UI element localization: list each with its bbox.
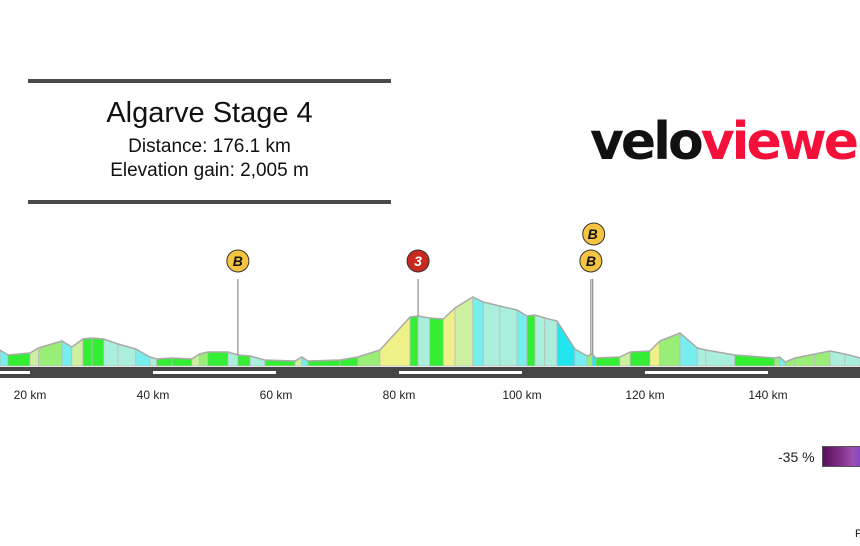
profile-segment bbox=[574, 348, 588, 367]
title-bottom-rule bbox=[28, 200, 391, 204]
gradient-legend-bar bbox=[822, 446, 860, 467]
bonus-sprint-badge bbox=[226, 249, 250, 273]
x-tick-label: 140 km bbox=[748, 388, 787, 402]
profile-segment bbox=[544, 317, 558, 367]
corner-text: P bbox=[855, 528, 860, 540]
logo-part-velo: velo bbox=[590, 112, 704, 172]
distance-axis-stripe bbox=[153, 371, 276, 374]
bonus-sprint-badge bbox=[579, 249, 603, 273]
x-tick-label: 60 km bbox=[260, 388, 293, 402]
marker-label: B bbox=[233, 253, 243, 269]
profile-segment bbox=[409, 315, 419, 367]
profile-segment bbox=[379, 315, 411, 367]
profile-segment bbox=[649, 340, 661, 367]
profile-segment bbox=[237, 354, 251, 367]
profile-segment bbox=[207, 351, 229, 367]
profile-segment bbox=[659, 332, 681, 367]
profile-segment bbox=[516, 309, 528, 367]
x-tick-label: 40 km bbox=[137, 388, 170, 402]
profile-segment bbox=[534, 314, 546, 367]
profile-segment bbox=[629, 350, 651, 367]
profile-segment bbox=[357, 349, 381, 367]
profile-segment bbox=[526, 314, 536, 367]
profile-segment bbox=[429, 317, 444, 367]
distance-axis-stripe bbox=[399, 371, 522, 374]
marker-label: B bbox=[586, 253, 596, 269]
distance-axis-stripe bbox=[645, 371, 768, 374]
logo-part-viewer: viewer bbox=[700, 112, 860, 172]
elevation-profile-chart: 20 km 40 km 60 km 80 km 100 km 120 km 140 km B 3… bbox=[0, 222, 860, 402]
marker-label: 3 bbox=[414, 253, 422, 269]
profile-segment bbox=[482, 301, 501, 367]
bonus-sprint-badge bbox=[582, 222, 606, 246]
x-tick-label: 120 km bbox=[625, 388, 664, 402]
profile-segment bbox=[499, 305, 518, 367]
stage-title: Algarve Stage 4 bbox=[106, 97, 313, 129]
profile-segment bbox=[82, 337, 93, 367]
profile-segment bbox=[417, 315, 431, 367]
profile-segment bbox=[696, 347, 707, 367]
legend-min-label: -35 % bbox=[778, 449, 815, 465]
x-tick-label: 20 km bbox=[14, 388, 47, 402]
profile-segment bbox=[91, 337, 105, 367]
profile-segment bbox=[117, 343, 137, 367]
marker-label: B bbox=[588, 226, 598, 242]
veloviewer-logo: veloviewer bbox=[590, 112, 860, 172]
distance-axis-stripe bbox=[0, 371, 30, 374]
climb-category-badge bbox=[406, 249, 430, 273]
profile-outline bbox=[0, 296, 860, 363]
profile-segment bbox=[472, 296, 484, 367]
profile-segment bbox=[679, 332, 698, 367]
stage-distance: Distance: 176.1 km bbox=[128, 136, 291, 157]
x-tick-label: 80 km bbox=[383, 388, 416, 402]
x-tick-label: 100 km bbox=[502, 388, 541, 402]
stage-elevation-gain: Elevation gain: 2,005 m bbox=[110, 160, 309, 181]
profile-segment bbox=[135, 348, 151, 367]
profile-segment bbox=[454, 296, 474, 367]
title-top-rule bbox=[28, 79, 391, 83]
